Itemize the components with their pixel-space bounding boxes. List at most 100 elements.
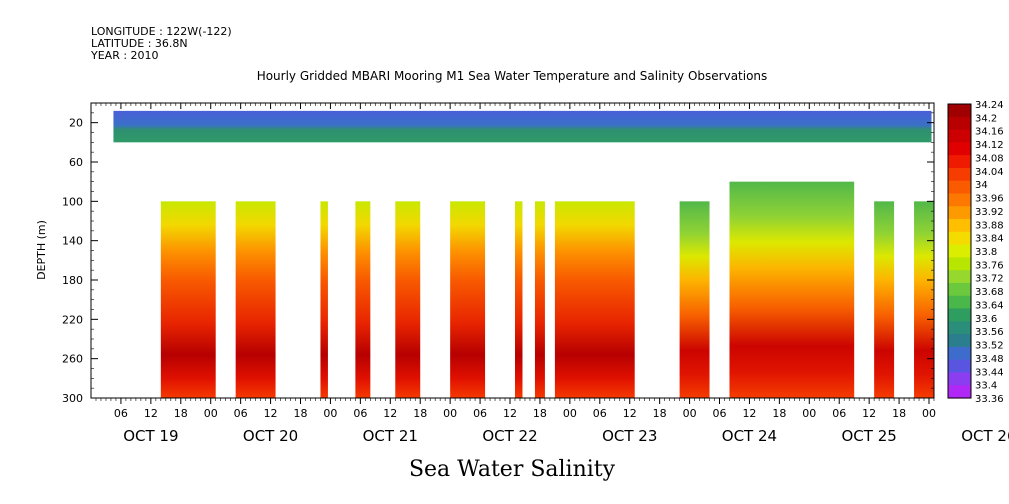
colorbar-label: 33.6 xyxy=(975,314,997,325)
latitude-label: LATITUDE : 36.8N xyxy=(91,37,188,50)
colorbar-label: 34.12 xyxy=(975,140,1004,151)
colorbar-swatch xyxy=(948,167,971,182)
profile-segment-10 xyxy=(729,181,855,398)
day-label: OCT 25 xyxy=(841,427,896,445)
x-tick-label: 12 xyxy=(503,407,517,420)
x-tick-label: 00 xyxy=(802,407,816,420)
colorbar-label: 33.68 xyxy=(975,287,1004,298)
x-tick-label: 00 xyxy=(563,407,577,420)
colorbar-swatch xyxy=(948,142,971,156)
x-tick-label: 18 xyxy=(772,407,786,420)
colorbar-swatch xyxy=(948,295,971,310)
x-tick-label: 18 xyxy=(892,407,906,420)
x-tick-label: 06 xyxy=(593,407,607,420)
colorbar-label: 34 xyxy=(975,180,988,191)
plot-area xyxy=(113,110,934,398)
day-label: OCT 23 xyxy=(602,427,657,445)
x-tick-label: 18 xyxy=(533,407,547,420)
colorbar-swatch xyxy=(948,359,971,374)
x-tick-label: 18 xyxy=(653,407,667,420)
y-tick-label: 260 xyxy=(62,353,83,366)
colorbar-label: 33.4 xyxy=(975,381,997,392)
colorbar-swatch xyxy=(948,244,971,258)
x-tick-label: 06 xyxy=(353,407,367,420)
colorbar-swatch xyxy=(948,193,971,207)
colorbar-swatch xyxy=(948,219,971,233)
colorbar-swatch xyxy=(948,104,971,118)
y-tick-label: 220 xyxy=(62,313,83,326)
colorbar-label: 33.88 xyxy=(975,220,1004,231)
colorbar-swatch xyxy=(948,206,971,220)
colorbar-swatch xyxy=(948,282,971,297)
colorbar-swatch xyxy=(948,346,971,361)
colorbar-swatch xyxy=(948,129,971,143)
colorbar-label: 33.44 xyxy=(975,367,1004,378)
profile-segment-8 xyxy=(554,201,635,398)
x-tick-label: 12 xyxy=(862,407,876,420)
profile-segment-3 xyxy=(355,201,371,398)
colorbar-swatch xyxy=(948,155,971,169)
x-tick-label: 12 xyxy=(623,407,637,420)
colorbar-label: 33.92 xyxy=(975,207,1004,218)
colorbar-label: 33.48 xyxy=(975,354,1004,365)
profile-segment-7 xyxy=(534,201,545,398)
colorbar-label: 33.52 xyxy=(975,341,1004,352)
x-tick-label: 00 xyxy=(323,407,337,420)
x-axis: 06 12 18 00 06 12 18 00 06 12 18 00 06 12 18 00 06 12 18 00… xyxy=(95,103,1009,445)
x-tick-label: 12 xyxy=(144,407,158,420)
profile-segment-12 xyxy=(914,201,934,398)
colorbar-label: 34.16 xyxy=(975,127,1004,138)
colorbar-label: 33.84 xyxy=(975,234,1004,245)
surface-band-0 xyxy=(113,110,932,143)
profile-segment-6 xyxy=(514,201,523,398)
x-tick-label: 12 xyxy=(264,407,278,420)
x-tick-label: 00 xyxy=(204,407,218,420)
day-label: OCT 20 xyxy=(243,427,298,445)
profile-segment-9 xyxy=(679,201,710,398)
x-tick-label: 00 xyxy=(683,407,697,420)
x-tick-label: 06 xyxy=(713,407,727,420)
colorbar-label: 33.56 xyxy=(975,327,1004,338)
colorbar-swatch xyxy=(948,321,971,335)
profile-segment-5 xyxy=(450,201,486,398)
y-tick-label: 140 xyxy=(62,235,83,248)
profile-segment-0 xyxy=(160,201,216,398)
profile-segment-4 xyxy=(395,201,421,398)
x-tick-label: 18 xyxy=(294,407,308,420)
y-tick-label: 300 xyxy=(62,392,83,405)
y-tick-label: 20 xyxy=(69,117,83,130)
colorbar: 34.24 34.2 34.16 34.12 34.08 34.04 34 33.96 33.9… xyxy=(947,100,1004,405)
colorbar-label: 33.8 xyxy=(975,247,997,258)
x-tick-label: 00 xyxy=(922,407,936,420)
colorbar-label: 33.64 xyxy=(975,300,1004,311)
colorbar-swatch xyxy=(948,116,971,131)
colorbar-swatch xyxy=(948,372,971,386)
colorbar-label: 34.24 xyxy=(975,100,1004,111)
colorbar-swatch xyxy=(948,231,971,246)
year-label: YEAR : 2010 xyxy=(90,49,159,62)
chart-title: Hourly Gridded MBARI Mooring M1 Sea Wate… xyxy=(257,69,768,83)
colorbar-label: 34.04 xyxy=(975,167,1004,178)
x-tick-label: 06 xyxy=(832,407,846,420)
colorbar-swatch xyxy=(948,257,971,271)
x-tick-label: 06 xyxy=(234,407,248,420)
y-axis: 20 60 100 140 180 220 260 300 xyxy=(62,112,934,405)
colorbar-swatch xyxy=(948,334,971,348)
y-tick-label: 100 xyxy=(62,195,83,208)
day-label: OCT 19 xyxy=(123,427,178,445)
profile-segment-11 xyxy=(874,201,895,398)
colorbar-swatch xyxy=(948,180,971,195)
colorbar-swatch xyxy=(948,308,971,322)
y-axis-label: DEPTH (m) xyxy=(35,220,48,280)
y-tick-label: 180 xyxy=(62,274,83,287)
colorbar-label: 33.36 xyxy=(975,394,1004,405)
y-tick-label: 60 xyxy=(69,156,83,169)
colorbar-label: 34.2 xyxy=(975,113,997,124)
x-tick-label: 06 xyxy=(473,407,487,420)
longitude-label: LONGITUDE : 122W(-122) xyxy=(91,25,232,38)
x-tick-label: 06 xyxy=(114,407,128,420)
colorbar-swatch xyxy=(948,385,971,399)
colorbar-label: 33.76 xyxy=(975,260,1004,271)
profile-segment-2 xyxy=(320,201,328,398)
